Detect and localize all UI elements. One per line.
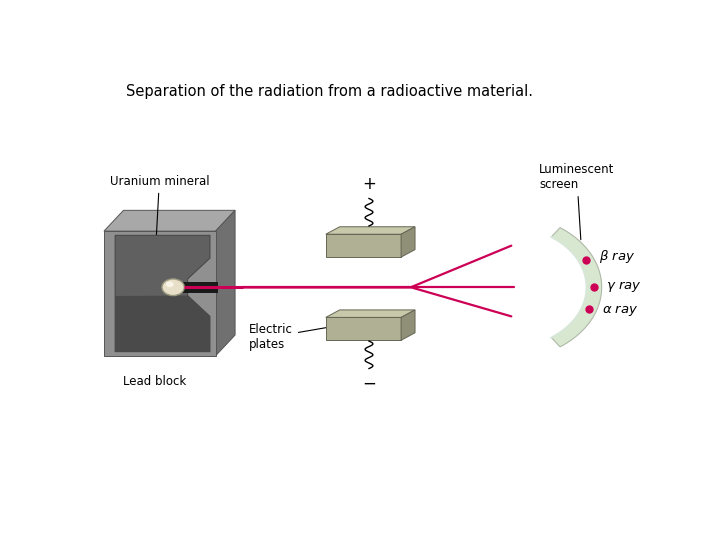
Polygon shape [115, 235, 210, 352]
Polygon shape [325, 227, 415, 234]
Polygon shape [104, 210, 235, 231]
Polygon shape [401, 310, 415, 340]
Circle shape [166, 281, 174, 287]
Polygon shape [171, 282, 218, 293]
Polygon shape [325, 310, 415, 318]
Polygon shape [401, 227, 415, 257]
Polygon shape [325, 318, 401, 340]
Text: Uranium mineral: Uranium mineral [109, 175, 209, 274]
Text: Electric
plates: Electric plates [249, 323, 328, 351]
Text: Lead block: Lead block [122, 375, 186, 388]
Polygon shape [325, 234, 401, 257]
Polygon shape [215, 210, 235, 356]
Text: Luminescent
screen: Luminescent screen [539, 163, 615, 240]
Polygon shape [104, 231, 215, 356]
Text: Separation of the radiation from a radioactive material.: Separation of the radiation from a radio… [127, 84, 534, 98]
Text: $\gamma$ ray: $\gamma$ ray [606, 279, 642, 294]
Text: $\alpha$ ray: $\alpha$ ray [601, 303, 638, 318]
Polygon shape [115, 295, 210, 352]
Polygon shape [552, 228, 602, 347]
Text: +: + [362, 174, 376, 193]
Text: $\beta$ ray: $\beta$ ray [598, 248, 635, 265]
Circle shape [162, 279, 184, 295]
Text: −: − [362, 374, 376, 393]
